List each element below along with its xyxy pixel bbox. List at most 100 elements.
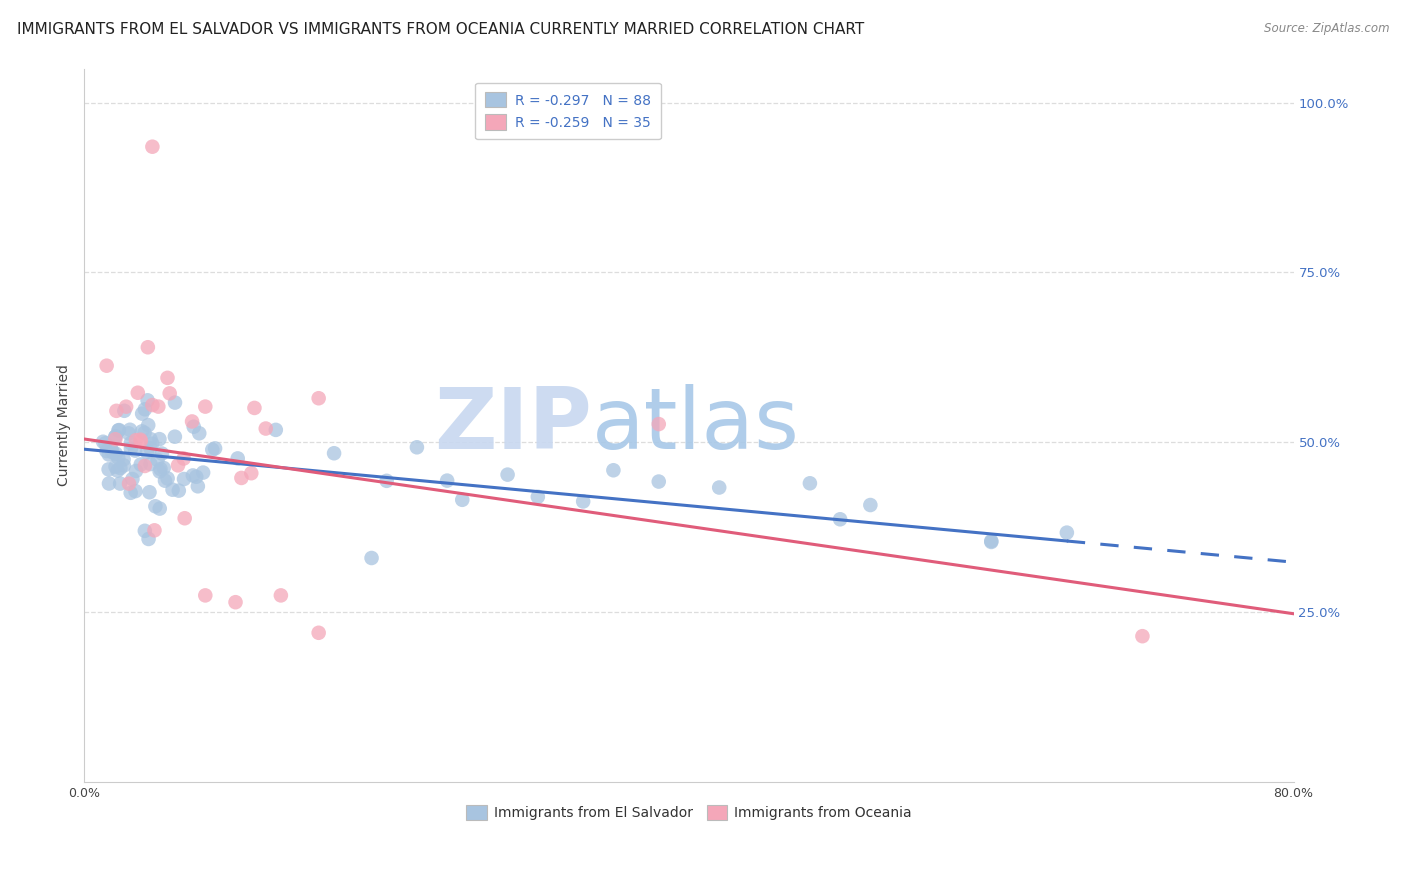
Point: [451, 492, 474, 507]
Point: [112, 458, 135, 473]
Point: [254, 421, 277, 435]
Point: [120, 485, 142, 500]
Point: [125, 433, 148, 447]
Point: [94, 436, 117, 450]
Point: [149, 462, 172, 476]
Text: ZIP: ZIP: [434, 384, 592, 467]
Point: [602, 463, 624, 477]
Point: [240, 467, 263, 481]
Point: [830, 512, 852, 526]
Point: [107, 450, 129, 465]
Point: [110, 461, 132, 475]
Point: [163, 395, 186, 409]
Point: [186, 470, 208, 484]
Point: [96, 444, 118, 458]
Point: [121, 472, 143, 486]
Point: [108, 476, 131, 491]
Point: [187, 479, 209, 493]
Point: [136, 445, 159, 459]
Point: [323, 446, 346, 460]
Point: [104, 432, 127, 446]
Point: [436, 474, 458, 488]
Point: [159, 386, 181, 401]
Point: [149, 501, 172, 516]
Text: IMMIGRANTS FROM EL SALVADOR VS IMMIGRANTS FROM OCEANIA CURRENTLY MARRIED CORRELA: IMMIGRANTS FROM EL SALVADOR VS IMMIGRANT…: [17, 22, 865, 37]
Point: [225, 595, 247, 609]
Point: [527, 490, 550, 504]
Point: [141, 398, 163, 412]
Point: [98, 476, 121, 491]
Point: [138, 532, 160, 546]
Point: [156, 471, 179, 485]
Point: [134, 425, 156, 440]
Point: [136, 340, 159, 354]
Point: [194, 400, 217, 414]
Point: [105, 404, 128, 418]
Point: [496, 467, 519, 482]
Point: [117, 426, 139, 441]
Point: [648, 417, 671, 431]
Point: [141, 139, 163, 153]
Point: [107, 423, 129, 437]
Point: [859, 498, 882, 512]
Point: [181, 414, 204, 428]
Point: [980, 534, 1002, 549]
Point: [124, 443, 146, 458]
Point: [100, 442, 122, 457]
Point: [799, 476, 821, 491]
Point: [134, 524, 156, 538]
Point: [108, 423, 131, 437]
Point: [148, 400, 170, 414]
Point: [127, 385, 149, 400]
Point: [145, 500, 167, 514]
Y-axis label: Currently Married: Currently Married: [58, 365, 72, 486]
Point: [204, 442, 226, 456]
Point: [150, 446, 173, 460]
Point: [226, 451, 249, 466]
Point: [129, 433, 152, 447]
Point: [120, 436, 142, 450]
Point: [194, 588, 217, 602]
Point: [183, 419, 205, 434]
Point: [138, 485, 160, 500]
Point: [97, 448, 120, 462]
Text: Source: ZipAtlas.com: Source: ZipAtlas.com: [1264, 22, 1389, 36]
Point: [107, 464, 129, 478]
Point: [112, 404, 135, 418]
Point: [167, 458, 190, 473]
Point: [136, 393, 159, 408]
Point: [104, 459, 127, 474]
Point: [101, 445, 124, 459]
Point: [143, 524, 166, 538]
Point: [118, 476, 141, 491]
Point: [104, 447, 127, 461]
Point: [131, 407, 153, 421]
Point: [181, 468, 204, 483]
Point: [270, 588, 292, 602]
Legend: Immigrants from El Salvador, Immigrants from Oceania: Immigrants from El Salvador, Immigrants …: [460, 799, 918, 825]
Point: [191, 466, 214, 480]
Text: atlas: atlas: [592, 384, 800, 467]
Point: [146, 453, 169, 467]
Point: [141, 436, 163, 450]
Point: [134, 458, 156, 473]
Point: [96, 359, 118, 373]
Point: [112, 452, 135, 467]
Point: [156, 371, 179, 385]
Point: [375, 474, 398, 488]
Point: [231, 471, 253, 485]
Point: [120, 442, 142, 456]
Point: [162, 483, 184, 497]
Point: [104, 429, 127, 443]
Point: [173, 451, 195, 466]
Point: [173, 511, 195, 525]
Point: [124, 484, 146, 499]
Point: [243, 401, 266, 415]
Point: [129, 434, 152, 448]
Point: [152, 461, 174, 475]
Point: [118, 423, 141, 437]
Point: [148, 432, 170, 446]
Point: [153, 474, 176, 488]
Point: [308, 391, 330, 405]
Point: [360, 551, 382, 566]
